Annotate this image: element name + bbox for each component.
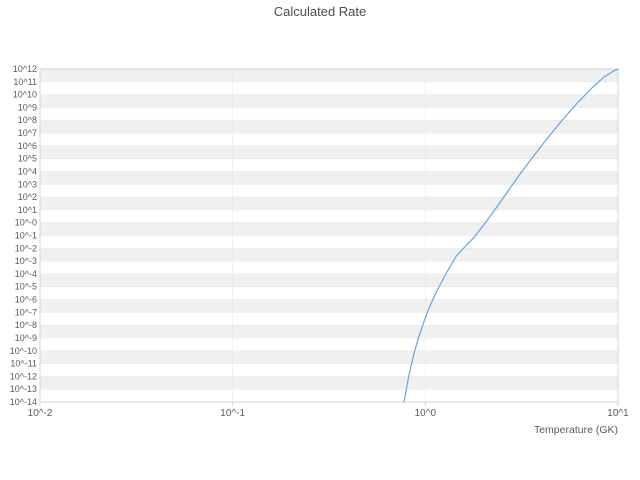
- y-tick-label: 10^-1: [15, 231, 37, 241]
- y-tick-label: 10^-0: [15, 218, 37, 228]
- plot-border: [39, 68, 619, 403]
- y-tick-label: 10^5: [18, 154, 37, 164]
- y-tick-label: 10^12: [13, 64, 37, 74]
- y-tick-label: 10^-5: [15, 282, 37, 292]
- y-tick-label: 10^8: [18, 115, 37, 125]
- grid-band: [40, 299, 618, 313]
- y-tick-label: 10^-11: [10, 359, 37, 369]
- y-tick-label: 10^-13: [10, 384, 37, 394]
- y-tick-label: 10^2: [18, 192, 37, 202]
- y-tick-label: 10^-14: [10, 397, 37, 407]
- grid-band: [40, 222, 618, 236]
- grid-band: [40, 171, 618, 185]
- grid-band: [40, 248, 618, 262]
- y-tick-label: 10^11: [13, 77, 37, 87]
- y-tick-label: 10^3: [18, 179, 37, 189]
- y-tick-label: 10^-4: [15, 269, 37, 279]
- x-axis-label: Temperature (GK): [534, 424, 618, 436]
- grid-band: [40, 69, 618, 82]
- grid-band: [40, 120, 618, 134]
- chart-title: Calculated Rate: [274, 4, 367, 19]
- y-tick-label: 10^-2: [15, 243, 37, 253]
- grid-band: [40, 197, 618, 210]
- grid-band: [40, 350, 618, 364]
- grid-band: [40, 273, 618, 287]
- x-tick-label: 10^1: [607, 408, 629, 419]
- y-tick-label: 10^4: [18, 166, 37, 176]
- y-tick-label: 10^-9: [15, 333, 37, 343]
- grid-band: [40, 376, 618, 390]
- grid-band: [40, 94, 618, 108]
- rate-line: [403, 68, 619, 403]
- y-tick-label: 10^-10: [10, 346, 37, 356]
- x-tick-label: 10^-2: [28, 408, 53, 419]
- y-tick-label: 10^7: [18, 128, 37, 138]
- y-tick-label: 10^-6: [15, 295, 37, 305]
- grid-band: [40, 325, 618, 338]
- plot-layers: 10^12 10^11 10^10 10^9 10^8 10^7 10^6 10^5 10^4 1…: [10, 64, 629, 419]
- x-tick-label: 10^0: [415, 408, 437, 419]
- y-tick-label: 10^1: [18, 205, 37, 215]
- y-tick-label: 10^10: [13, 90, 37, 100]
- grid-band: [40, 145, 618, 159]
- y-tick-label: 10^-12: [10, 371, 37, 381]
- y-tick-label: 10^-7: [15, 307, 37, 317]
- y-tick-label: 10^9: [18, 102, 37, 112]
- y-tick-label: 10^-8: [15, 320, 37, 330]
- y-tick-label: 10^-3: [15, 256, 37, 266]
- x-tick-label: 10^-1: [220, 408, 245, 419]
- y-tick-label: 10^6: [18, 141, 37, 151]
